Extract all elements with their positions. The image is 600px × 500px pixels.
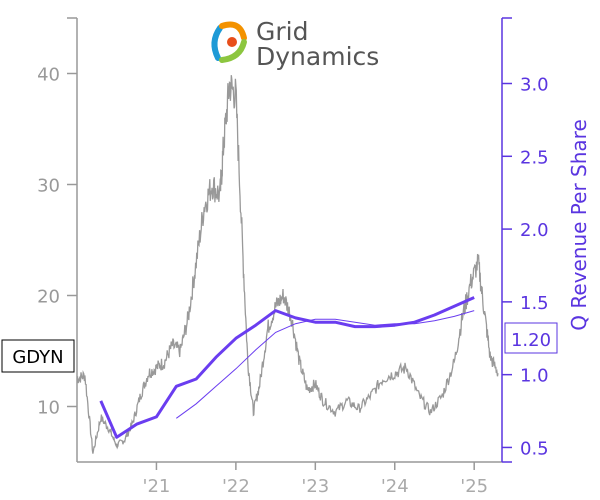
price-line [76,75,499,454]
x-tick-label: '23 [301,476,329,497]
last-value-label: 1.20 [511,330,551,351]
revenue-quarterly-line [99,296,475,439]
left-ticks: 10 20 30 40 [37,65,77,419]
x-tick-label: '21 [143,476,171,497]
ticker-box: GDYN [1,339,75,373]
right-tick-label: 2.0 [520,220,549,241]
left-tick-label: 40 [37,65,60,86]
right-tick-label: 1.5 [520,293,549,314]
logo-line1: Grid [256,17,308,46]
logo: Grid Dynamics [211,17,379,71]
right-tick-label: 1.0 [520,366,549,387]
right-axis-label: Q Revenue Per Share [567,119,591,331]
right-tick-label: 0.5 [520,438,549,459]
price-layer [76,75,499,454]
ticker-label: GDYN [12,347,63,368]
revenue-layer [99,296,475,439]
right-ticks: 0.5 1.0 1.5 2.0 2.5 3.0 [502,75,549,459]
right-tick-label: 2.5 [520,147,549,168]
x-ticks: '21 '22 '23 '24 '25 [143,462,488,497]
x-tick-label: '22 [222,476,250,497]
left-tick-label: 10 [37,398,60,419]
x-tick-label: '24 [381,476,409,497]
axes [67,17,512,463]
x-tick-label: '25 [460,476,488,497]
last-value-box: 1.20 [504,322,558,354]
left-tick-label: 30 [37,176,60,197]
logo-mark-icon [211,21,247,63]
revenue-ttm-line [176,310,475,419]
logo-line2: Dynamics [256,42,379,71]
right-tick-label: 3.0 [520,75,549,96]
left-tick-label: 20 [37,287,60,308]
